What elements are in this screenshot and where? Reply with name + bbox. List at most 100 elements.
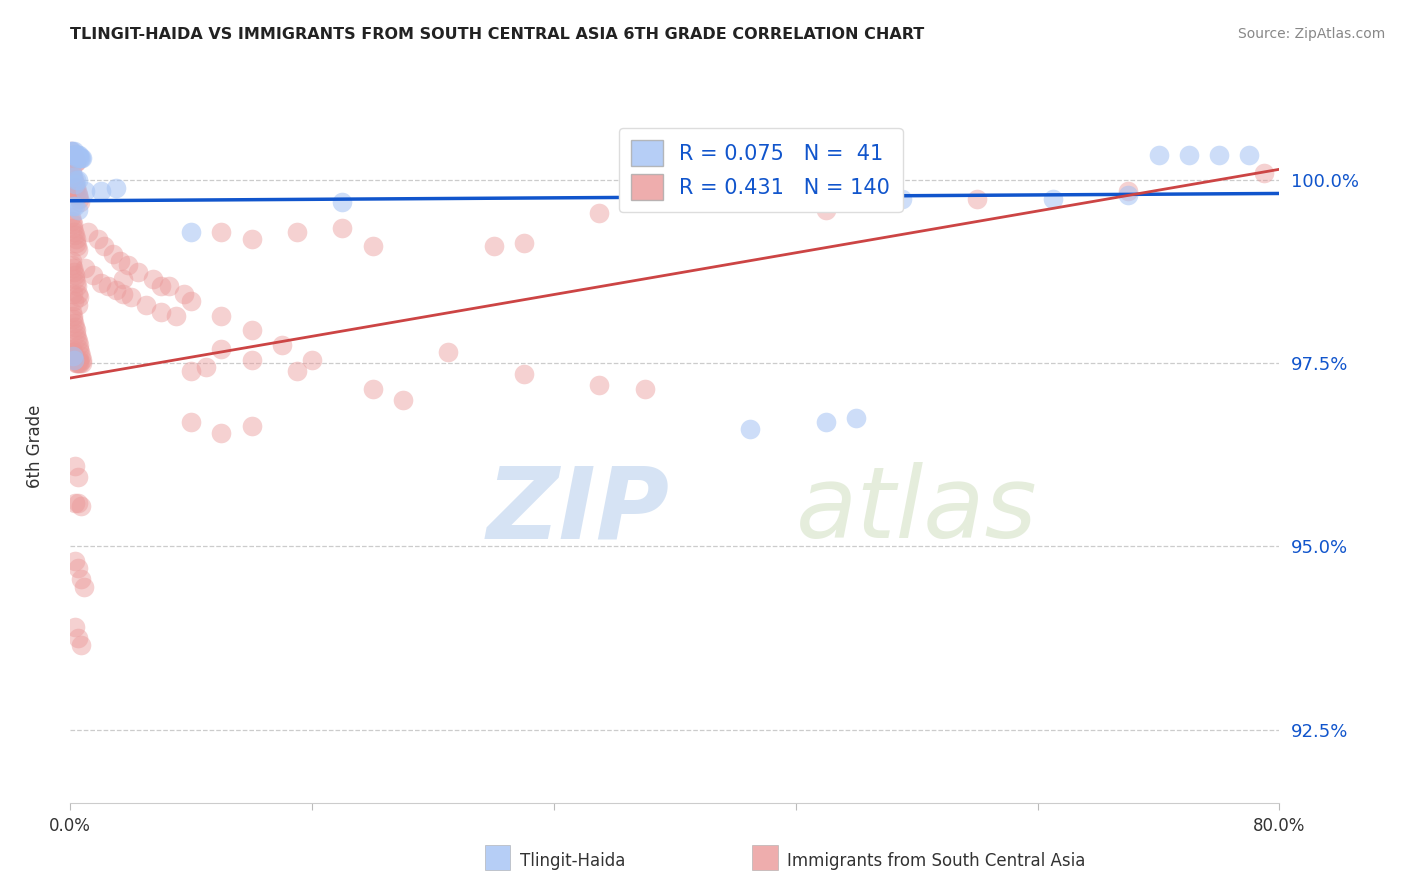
- Point: [63, 620, 86, 634]
- Point: [66, 151, 89, 165]
- Point: [67, 290, 90, 304]
- Point: [90, 184, 111, 198]
- Point: [62, 309, 84, 323]
- Point: [63, 151, 86, 165]
- Point: [63, 349, 86, 363]
- Point: [301, 352, 323, 367]
- Point: [62, 147, 84, 161]
- Point: [588, 206, 610, 220]
- Point: [60, 210, 83, 224]
- Point: [63, 225, 86, 239]
- Point: [142, 272, 165, 286]
- Point: [63, 316, 86, 330]
- Point: [62, 199, 84, 213]
- Point: [60, 144, 83, 158]
- Point: [211, 342, 233, 356]
- Point: [65, 327, 87, 342]
- Point: [513, 368, 536, 382]
- Point: [66, 356, 89, 370]
- Point: [211, 309, 233, 323]
- Point: [65, 276, 87, 290]
- Point: [69, 151, 91, 165]
- Point: [67, 192, 90, 206]
- Point: [62, 169, 84, 184]
- Text: Tlingit-Haida: Tlingit-Haida: [520, 852, 626, 870]
- Point: [1118, 188, 1140, 202]
- Point: [1042, 192, 1064, 206]
- Point: [70, 352, 93, 367]
- Point: [70, 638, 93, 652]
- Point: [240, 232, 263, 246]
- Point: [65, 352, 87, 367]
- Point: [437, 345, 460, 359]
- Point: [845, 411, 868, 425]
- Point: [65, 232, 87, 246]
- Point: [67, 356, 90, 370]
- Point: [482, 239, 505, 253]
- Point: [150, 305, 173, 319]
- Point: [62, 147, 84, 161]
- Point: [60, 258, 83, 272]
- Text: atlas: atlas: [796, 462, 1038, 559]
- Text: Source: ZipAtlas.com: Source: ZipAtlas.com: [1237, 27, 1385, 41]
- Point: [62, 220, 84, 235]
- Point: [62, 173, 84, 187]
- Point: [66, 298, 89, 312]
- Point: [63, 177, 86, 191]
- Point: [65, 173, 87, 187]
- Point: [66, 188, 89, 202]
- Point: [67, 352, 90, 367]
- Point: [69, 195, 91, 210]
- Point: [104, 283, 127, 297]
- Point: [112, 286, 135, 301]
- Point: [62, 217, 84, 231]
- Point: [66, 279, 89, 293]
- Point: [86, 232, 108, 246]
- Point: [63, 268, 86, 283]
- Point: [240, 352, 263, 367]
- Point: [66, 239, 89, 253]
- Point: [332, 220, 354, 235]
- Point: [75, 184, 97, 198]
- Point: [60, 144, 83, 158]
- Point: [180, 225, 202, 239]
- Point: [60, 166, 83, 180]
- Point: [62, 349, 84, 363]
- Point: [67, 147, 90, 161]
- Point: [180, 294, 202, 309]
- Point: [62, 312, 84, 326]
- Point: [66, 561, 89, 575]
- Point: [65, 235, 87, 250]
- Point: [77, 225, 100, 239]
- Point: [60, 342, 83, 356]
- Point: [66, 631, 89, 645]
- Point: [285, 364, 308, 378]
- Point: [195, 359, 218, 374]
- Point: [966, 192, 988, 206]
- Point: [60, 147, 83, 161]
- Point: [70, 573, 93, 587]
- Point: [157, 279, 180, 293]
- Point: [65, 147, 87, 161]
- Point: [63, 177, 86, 191]
- Point: [63, 272, 86, 286]
- Point: [60, 305, 83, 319]
- Point: [63, 495, 86, 509]
- Point: [62, 349, 84, 363]
- Point: [815, 415, 838, 429]
- Point: [70, 499, 93, 513]
- Point: [1253, 166, 1275, 180]
- Point: [173, 286, 195, 301]
- Point: [90, 276, 111, 290]
- Point: [63, 349, 86, 363]
- Point: [70, 349, 93, 363]
- Point: [63, 458, 86, 473]
- Point: [66, 173, 89, 187]
- Point: [67, 151, 90, 165]
- Point: [62, 265, 84, 279]
- Point: [75, 261, 97, 276]
- Point: [63, 151, 86, 165]
- Point: [60, 345, 83, 359]
- Point: [65, 155, 87, 169]
- Point: [66, 495, 89, 509]
